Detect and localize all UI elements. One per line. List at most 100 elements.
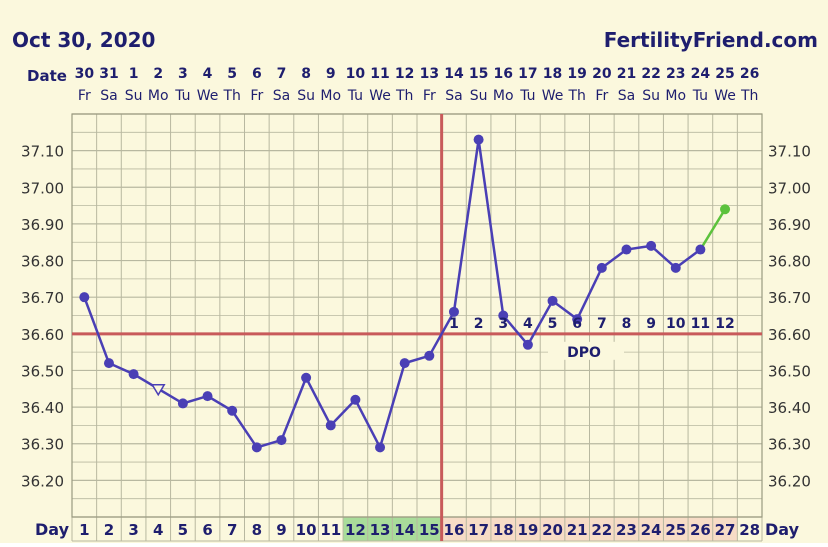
date-label: 26 — [740, 66, 759, 82]
luteal-day-highlight — [564, 517, 590, 541]
weekday-label: Th — [395, 88, 413, 104]
weekday-label: Fr — [78, 88, 91, 104]
fertile-day-highlight — [367, 517, 393, 541]
date-label: 4 — [203, 66, 213, 82]
luteal-day-highlight — [466, 517, 491, 541]
axis-labels: 36.20 36.20 36.30 36.30 36.40 36.40 36.50 36.50… — [21, 66, 811, 539]
y-tick-label-right: 36.90 — [768, 216, 811, 234]
weekday-label: We — [714, 88, 736, 104]
weekday-label: Su — [297, 88, 315, 104]
date-label: 15 — [469, 66, 488, 82]
temperature-point — [448, 306, 459, 317]
luteal-day-highlight — [441, 517, 467, 541]
date-label: 24 — [691, 66, 711, 82]
day-row-label-right: Day — [765, 520, 800, 539]
luteal-day-highlight — [688, 517, 713, 541]
chart-date: Oct 30, 2020 — [12, 28, 155, 52]
cycle-day-label: 2 — [104, 521, 114, 539]
cycle-day-label: 25 — [665, 521, 686, 539]
cycle-day-label: 13 — [370, 521, 391, 539]
cycle-day-label: 20 — [542, 521, 563, 539]
cycle-day-label: 17 — [468, 521, 489, 539]
weekday-label: Fr — [250, 88, 263, 104]
weekday-label: Sa — [273, 88, 290, 104]
date-label: 22 — [641, 66, 660, 82]
site-name: FertilityFriend.com — [604, 28, 818, 52]
day-highlight-bands — [343, 517, 738, 541]
temperature-point-open — [150, 384, 166, 397]
weekday-label: Tu — [692, 88, 708, 104]
cycle-day-label: 18 — [493, 521, 514, 539]
date-label: 8 — [301, 66, 311, 82]
luteal-day-highlight — [490, 517, 516, 541]
dpo-number: 3 — [498, 316, 508, 332]
dpo-number: 8 — [622, 316, 632, 332]
temperature-point — [103, 358, 114, 369]
date-label: 7 — [277, 66, 287, 82]
luteal-day-highlight — [663, 517, 689, 541]
y-tick-label-right: 36.60 — [768, 326, 811, 344]
projected-point — [720, 204, 731, 215]
y-tick-label-left: 36.70 — [21, 289, 64, 307]
weekday-label: Tu — [519, 88, 535, 104]
date-label: 25 — [715, 66, 734, 82]
cycle-day-label: 6 — [202, 521, 212, 539]
date-label: 18 — [543, 66, 562, 82]
cycle-day-label: 26 — [690, 521, 711, 539]
y-tick-label-left: 36.80 — [21, 253, 64, 271]
weekday-label: Mo — [320, 88, 341, 104]
dpo-number: 4 — [523, 316, 533, 332]
temperature-series — [79, 134, 731, 453]
temperature-point — [177, 398, 188, 409]
cycle-day-label: 11 — [320, 521, 341, 539]
grid — [71, 113, 763, 542]
cycle-day-label: 7 — [227, 521, 237, 539]
date-label: 19 — [567, 66, 586, 82]
date-label: 31 — [99, 66, 118, 82]
weekday-label: Mo — [148, 88, 169, 104]
temperature-point — [128, 369, 139, 380]
weekday-label: Su — [642, 88, 660, 104]
projected-line — [699, 208, 727, 251]
dpo-number: 11 — [691, 316, 710, 332]
cycle-day-label: 28 — [739, 521, 760, 539]
weekday-label: Sa — [445, 88, 462, 104]
cycle-day-label: 15 — [419, 521, 440, 539]
plot-frame — [71, 113, 763, 518]
fertile-day-highlight — [392, 517, 417, 541]
weekday-label: Su — [125, 88, 143, 104]
date-label: 3 — [178, 66, 188, 82]
date-label: 6 — [252, 66, 262, 82]
temperature-point — [276, 435, 287, 446]
date-label: 12 — [395, 66, 414, 82]
y-tick-label-left: 36.60 — [21, 326, 64, 344]
y-tick-label-right: 37.00 — [768, 179, 811, 197]
weekday-label: Su — [470, 88, 488, 104]
weekday-label: We — [369, 88, 391, 104]
luteal-day-highlight — [638, 517, 664, 541]
date-label: 1 — [129, 66, 139, 82]
temperature-point — [522, 339, 533, 350]
luteal-day-highlight — [515, 517, 541, 541]
luteal-day-highlight — [589, 517, 615, 541]
cycle-day-label: 24 — [641, 521, 662, 539]
dpo-number: 12 — [715, 316, 734, 332]
date-label: 5 — [227, 66, 237, 82]
weekday-label: Mo — [665, 88, 686, 104]
temperature-point — [646, 240, 657, 251]
cycle-day-label: 8 — [252, 521, 262, 539]
temperature-point — [325, 420, 336, 431]
cycle-day-label: 12 — [345, 521, 366, 539]
y-tick-label-left: 36.90 — [21, 216, 64, 234]
cycle-day-label: 3 — [128, 521, 138, 539]
y-tick-label-left: 36.30 — [21, 436, 64, 454]
reference-lines — [72, 114, 762, 541]
dpo-number: 1 — [449, 316, 459, 332]
cycle-day-label: 5 — [178, 521, 188, 539]
cycle-day-label: 27 — [715, 521, 736, 539]
cycle-day-label: 16 — [444, 521, 465, 539]
fertile-day-highlight — [417, 517, 442, 541]
dpo-number: 6 — [572, 316, 582, 332]
